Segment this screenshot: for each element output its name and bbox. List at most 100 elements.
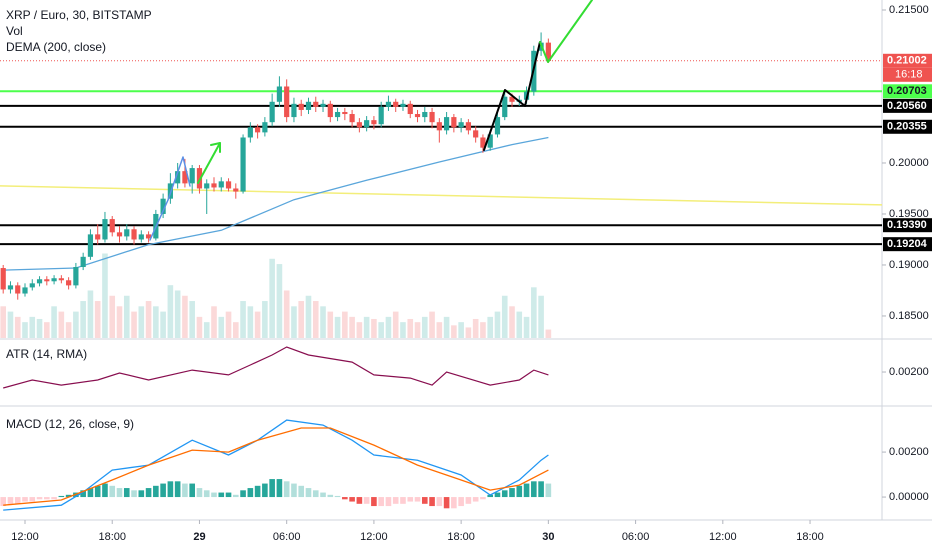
histogram-bar	[305, 488, 312, 498]
histogram-bar	[356, 497, 363, 504]
price-label: 0.19204	[887, 238, 928, 250]
candle-body	[480, 137, 486, 148]
volume-bar	[87, 290, 94, 338]
volume-bar	[501, 295, 508, 338]
volume-bar	[138, 306, 145, 338]
candle-body	[451, 117, 457, 128]
histogram-bar	[451, 497, 457, 509]
volume-bar	[443, 316, 450, 338]
dema-line	[3, 136, 549, 271]
histogram-bar	[153, 485, 159, 498]
volume-bar	[22, 322, 28, 338]
candle-body	[465, 122, 472, 131]
volume-bar	[342, 311, 348, 338]
volume-bar	[189, 301, 195, 338]
macd-line	[3, 419, 549, 511]
volume-bar	[131, 311, 137, 338]
volume-bar	[385, 316, 392, 338]
candle-body	[95, 234, 101, 240]
x-tick-label: 12:00	[360, 531, 388, 543]
candle-body	[225, 181, 232, 189]
histogram-bar	[320, 492, 326, 498]
candle-body	[175, 171, 181, 184]
volume-bar	[174, 290, 181, 338]
histogram-bar	[487, 494, 494, 498]
candle-body	[0, 268, 6, 290]
candle-body	[473, 130, 479, 138]
volume-bar	[371, 318, 377, 338]
histogram-bar	[116, 488, 123, 498]
candle-body	[211, 183, 217, 188]
volume-bar	[538, 295, 544, 338]
candle-body	[80, 256, 86, 268]
volume-bar	[51, 306, 57, 338]
histogram-bar	[342, 497, 348, 500]
volume-bar	[516, 311, 523, 338]
candle-body	[255, 127, 261, 133]
histogram-bar	[211, 492, 217, 498]
volume-bar	[451, 325, 457, 338]
histogram-bar	[392, 497, 399, 504]
macd-line	[3, 427, 549, 506]
candle-body	[240, 137, 246, 192]
histogram-bar	[494, 492, 501, 498]
indicator-line	[3, 346, 549, 389]
macd-title: MACD (12, 26, close, 9)	[6, 417, 134, 431]
volume-bar	[407, 318, 414, 338]
histogram-bar	[363, 497, 370, 504]
pattern-drawing	[149, 156, 191, 241]
histogram-bar	[501, 490, 508, 498]
histogram-bar	[218, 492, 225, 498]
volume-bar	[254, 311, 261, 338]
drawings	[149, 0, 593, 241]
price-axis-bg	[882, 0, 932, 550]
histogram-bar	[421, 497, 428, 504]
candle-body	[44, 279, 50, 282]
price-label: 0.20703	[887, 85, 927, 97]
volume-bar	[7, 311, 14, 338]
histogram-bar	[538, 481, 544, 498]
candle-body	[487, 134, 493, 148]
x-tick-label: 12:00	[709, 531, 737, 543]
volume-bar	[378, 322, 384, 338]
candle-body	[291, 103, 297, 118]
histogram-bar	[7, 497, 14, 504]
candle-body	[218, 181, 224, 188]
volume-bar	[247, 306, 254, 338]
candle-body	[29, 283, 35, 288]
volume-bar	[182, 295, 188, 338]
price-label: 0.19390	[887, 219, 927, 231]
y-tick-label: 0.00200	[889, 446, 929, 458]
histogram-bar	[247, 488, 254, 498]
candle-body	[262, 122, 268, 133]
candle-body	[494, 117, 501, 135]
volume-bar	[356, 322, 363, 338]
histogram-bar	[22, 497, 28, 502]
volume-bar	[298, 301, 305, 338]
candle-body	[22, 287, 28, 294]
arrow-head	[210, 142, 221, 153]
candle-body	[334, 111, 341, 118]
histogram-bar	[160, 483, 166, 498]
histogram-bar	[436, 497, 443, 507]
histogram-bar	[196, 488, 203, 498]
x-tick-label: 06:00	[622, 531, 650, 543]
candle-body	[320, 103, 326, 107]
candle-body	[298, 103, 304, 110]
histogram-bar	[269, 479, 275, 498]
histogram-bar	[298, 485, 305, 498]
volume-bar	[487, 316, 494, 338]
volume-bar	[436, 322, 443, 338]
candle-body	[102, 219, 108, 240]
volume-bar	[123, 295, 130, 338]
volume-bar	[472, 318, 479, 338]
volume-bar	[203, 322, 210, 338]
volume-bar	[327, 311, 334, 338]
y-tick-label: 0.00200	[889, 366, 929, 378]
histogram-bar	[385, 497, 392, 507]
histogram-bar	[458, 497, 464, 507]
dema-title: DEMA (200, close)	[6, 40, 106, 54]
histogram-bar	[545, 483, 552, 498]
histogram-bar	[51, 497, 57, 500]
volume-bar	[14, 316, 21, 338]
